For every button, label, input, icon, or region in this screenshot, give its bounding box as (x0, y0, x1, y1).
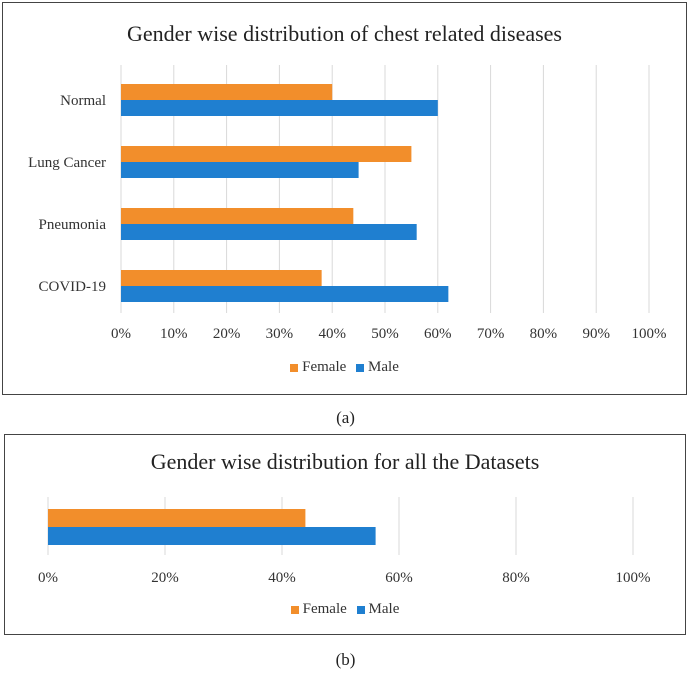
x-tick-label: 0% (38, 570, 58, 586)
legend-item-female: Female (290, 601, 347, 618)
x-tick-label: 60% (424, 326, 452, 342)
x-tick-label: 40% (318, 326, 346, 342)
caption-a: (a) (336, 408, 355, 427)
x-tick-label: 80% (530, 326, 558, 342)
caption-b: (b) (335, 650, 356, 669)
x-tick-label: 100% (616, 570, 651, 586)
bar-male (48, 527, 376, 545)
category-label: COVID-19 (39, 279, 107, 295)
female-swatch-icon (290, 605, 299, 614)
legend-label-male: Male (368, 601, 400, 617)
legend-item-male: Male (356, 601, 400, 618)
bar-female (48, 509, 306, 527)
chart-b-plot: 0% 20% 40% 60% 80% 100% (38, 497, 651, 586)
x-tick-label: 40% (268, 570, 296, 586)
x-tick-label: 30% (266, 326, 294, 342)
chart-a-title: Gender wise distribution of chest relate… (127, 21, 562, 46)
legend-label-female: Female (302, 601, 347, 617)
x-tick-label: 50% (371, 326, 399, 342)
male-swatch-icon (356, 363, 365, 372)
legend-item-male: Male (356, 359, 399, 376)
bar-female-covid-19 (121, 270, 322, 286)
legend-item-female: Female (290, 359, 346, 376)
category-label: Normal (60, 93, 106, 109)
bar-male-normal (121, 100, 438, 116)
x-tick-label: 20% (213, 326, 241, 342)
chart-a-legend: Female Male (3, 359, 686, 376)
x-tick-label: 80% (502, 570, 530, 586)
x-tick-label: 90% (582, 326, 610, 342)
male-swatch-icon (356, 605, 365, 614)
chart-b-panel: Gender wise distribution for all the Dat… (4, 434, 686, 635)
bar-male-covid-19 (121, 286, 449, 302)
bar-female-lung-cancer (121, 146, 412, 162)
category-label: Pneumonia (39, 217, 107, 233)
legend-label-male: Male (368, 359, 399, 375)
chart-a-panel: Gender wise distribution of chest relate… (2, 2, 687, 395)
female-swatch-icon (290, 363, 299, 372)
x-tick-label: 70% (477, 326, 505, 342)
category-label: Lung Cancer (28, 155, 106, 171)
x-tick-label: 10% (160, 326, 188, 342)
bar-male-lung-cancer (121, 162, 359, 178)
bar-female-pneumonia (121, 208, 354, 224)
bar-female-normal (121, 84, 333, 100)
bar-male-pneumonia (121, 224, 417, 240)
chart-a-plot: 0% 10% 20% 30% 40% 50% 60% 70% 80% 90% 100% Normal L… (28, 65, 667, 342)
chart-b-title: Gender wise distribution for all the Dat… (150, 449, 540, 474)
legend-label-female: Female (302, 359, 347, 375)
x-tick-label: 20% (151, 570, 179, 586)
x-tick-label: 0% (111, 326, 131, 342)
chart-b-legend: Female Male (5, 601, 685, 618)
x-tick-label: 100% (632, 326, 667, 342)
x-tick-label: 60% (385, 570, 413, 586)
